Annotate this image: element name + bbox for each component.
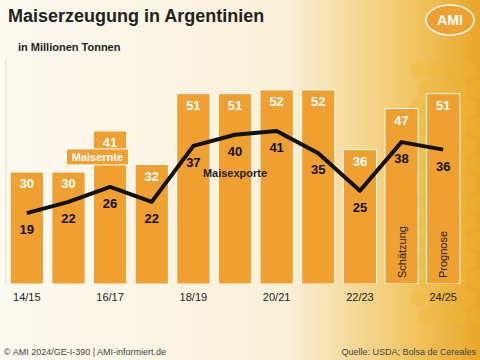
bar-label: 51 (186, 98, 200, 113)
x-tick-label: 24/25 (429, 291, 457, 303)
bar (177, 94, 210, 284)
x-tick-label: 20/21 (263, 291, 291, 303)
annotation: Prognose (437, 231, 449, 278)
line-label: 22 (144, 211, 158, 226)
bar (10, 172, 43, 284)
corn-kernel (410, 61, 426, 79)
chart: Maiserzeugung in Argentinien in Millionen… (0, 0, 480, 360)
bar-label: 36 (353, 154, 367, 169)
x-tick-label: 22/23 (346, 291, 374, 303)
export-line (27, 131, 443, 213)
bar (218, 94, 251, 284)
bar-label: 30 (61, 176, 75, 191)
bar-label: 51 (228, 98, 242, 113)
corn-kernel (461, 213, 477, 231)
series-label: Maisexporte (203, 167, 267, 179)
corn-kernel (418, 308, 434, 326)
bar-label: 41 (103, 135, 117, 150)
corn-kernel (444, 61, 460, 79)
line-label: 26 (103, 196, 117, 211)
corn-kernel (410, 289, 426, 307)
y-axis-line (6, 60, 7, 284)
bar (343, 150, 376, 284)
bar (52, 172, 85, 284)
x-tick-label: 16/17 (96, 291, 124, 303)
marks (10, 90, 460, 284)
logo: AMI (437, 12, 463, 28)
corn-kernel (452, 308, 468, 326)
bar (385, 109, 418, 284)
bar-label: 47 (394, 113, 408, 128)
corn-kernel (461, 61, 477, 79)
annotation: Schätzung (396, 226, 408, 278)
corn-kernel (461, 251, 477, 269)
title: Maiserzeugung in Argentinien (8, 6, 264, 26)
labels: 30 30 41 32 51 51 52 52 36 47 51 19 22 26 22 37 40 41 35 25… (13, 94, 457, 303)
bar (135, 165, 168, 284)
corn-kernel (469, 118, 480, 136)
bar-label: 52 (311, 94, 325, 109)
bar (260, 90, 293, 284)
bar-label: 51 (436, 98, 450, 113)
subtitle: in Millionen Tonnen (18, 41, 121, 53)
corn-kernel (469, 270, 480, 288)
line-label: 22 (61, 211, 75, 226)
corn-kernel (469, 232, 480, 250)
line-label: 41 (269, 140, 283, 155)
series-label-box (66, 149, 128, 165)
line-label: 25 (353, 200, 367, 215)
source: Quelle: USDA; Bolsa de Cereales (341, 347, 476, 357)
line-label: 37 (186, 155, 200, 170)
corn-kernel (461, 137, 477, 155)
corn-kernel (461, 175, 477, 193)
corn-kernel (461, 289, 477, 307)
corn-kernel (469, 194, 480, 212)
line-label: 36 (436, 159, 450, 174)
footer: © AMI 2024/GE-I-390 | AMI-informiert.de (4, 347, 166, 357)
series-label: Maisernte (72, 151, 123, 163)
background (0, 0, 480, 360)
line-label: 38 (394, 151, 408, 166)
bar (302, 90, 335, 284)
corn-kernel (435, 308, 451, 326)
corn-kernel (435, 156, 451, 174)
line-label: 40 (228, 144, 242, 159)
bar (427, 94, 460, 284)
line-label: 19 (20, 222, 34, 237)
line-label: 35 (311, 162, 325, 177)
bar-label: 30 (20, 176, 34, 191)
x-tick-label: 18/19 (180, 291, 208, 303)
corn-kernel (427, 61, 443, 79)
bar-label: 32 (144, 169, 158, 184)
x-tick-label: 14/15 (13, 291, 41, 303)
corn-kernel (469, 80, 480, 98)
logo-badge (426, 5, 474, 35)
corn-kernel (461, 99, 477, 117)
corn-kernel (469, 156, 480, 174)
bar-label: 52 (269, 94, 283, 109)
corn-kernel (469, 308, 480, 326)
